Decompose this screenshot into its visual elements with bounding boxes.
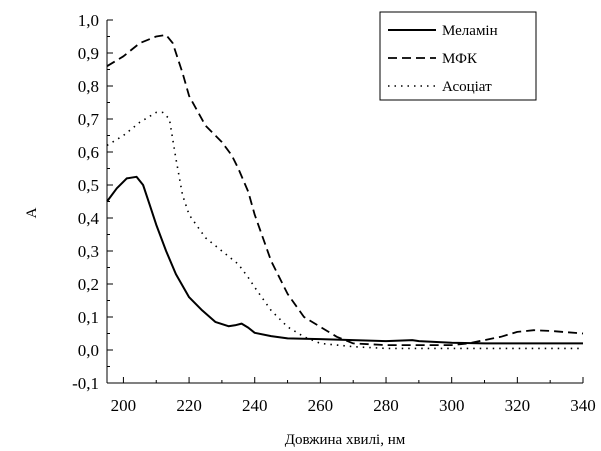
- x-tick-label: 200: [111, 396, 137, 415]
- y-tick-label: 0,6: [78, 143, 99, 162]
- x-tick-label: 220: [176, 396, 202, 415]
- x-tick-label: 280: [373, 396, 399, 415]
- x-tick-label: 300: [439, 396, 465, 415]
- x-tick-label: 320: [505, 396, 531, 415]
- y-ticks: -0,1 0,0 0,1 0,2 0,3 0,4 0,5 0,6 0,7 0,8 0,9 1,0: [72, 11, 113, 393]
- legend-label: МФК: [442, 51, 478, 67]
- y-tick-label: 0,8: [78, 77, 99, 96]
- legend-label: Меламін: [442, 23, 498, 39]
- legend-label: Асоціат: [442, 79, 492, 95]
- y-tick-label: 0,3: [78, 242, 99, 261]
- x-tick-label: 340: [570, 396, 596, 415]
- series-layer: [106, 34, 584, 350]
- x-ticks: 200 220 240 260 280 300 320 340: [111, 377, 596, 415]
- y-tick-label: 0,5: [78, 176, 99, 195]
- y-tick-label: 0,1: [78, 308, 99, 327]
- y-tick-label: 0,9: [78, 44, 99, 63]
- y-axis-title: A: [24, 207, 40, 218]
- series-line-dashed: [106, 34, 584, 347]
- legend-box: [379, 11, 537, 101]
- y-tick-label: 1,0: [78, 11, 99, 30]
- series-line-solid: [106, 175, 583, 345]
- series-line-dotted: [106, 111, 583, 350]
- y-tick-label: 0,2: [78, 275, 99, 294]
- x-axis-title: Довжина хвилі, нм: [285, 432, 406, 448]
- y-tick-label: 0,7: [78, 110, 100, 129]
- y-tick-label: -0,1: [72, 374, 99, 393]
- x-tick-label: 240: [242, 396, 268, 415]
- y-tick-label: 0,4: [78, 209, 100, 228]
- y-tick-label: 0,0: [78, 341, 99, 360]
- x-tick-label: 260: [308, 396, 334, 415]
- legend: Меламін МФК Асоціат: [379, 11, 537, 101]
